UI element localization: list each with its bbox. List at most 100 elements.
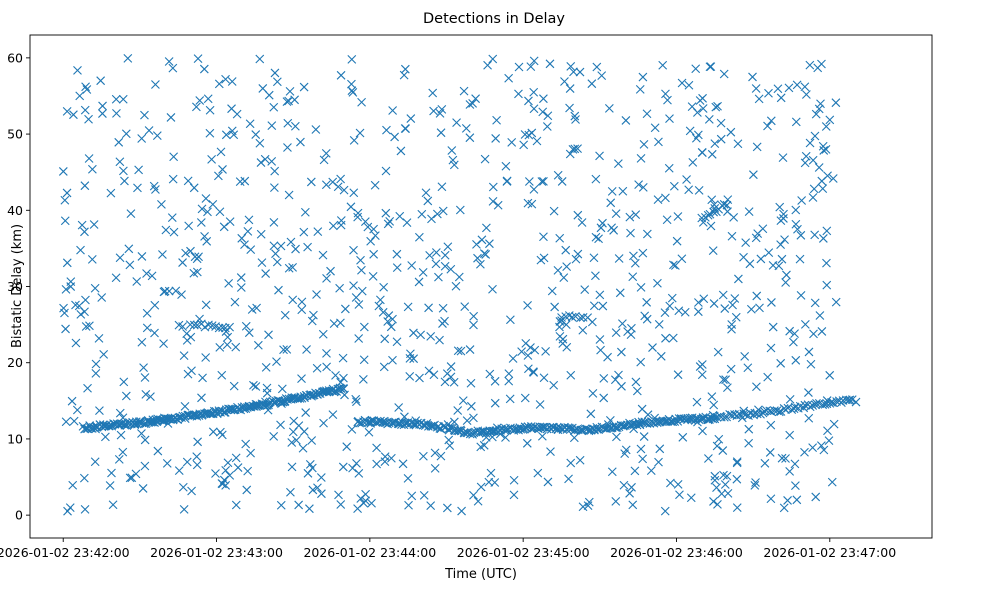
scatter-point: [599, 373, 609, 383]
scatter-point: [380, 334, 390, 344]
scatter-point: [336, 174, 346, 184]
scatter-point: [321, 148, 331, 158]
scatter-point: [535, 400, 545, 409]
scatter-point: [142, 323, 152, 333]
scatter-point: [241, 439, 251, 449]
scatter-point: [313, 227, 323, 237]
scatter-point: [283, 118, 293, 128]
scatter-point: [636, 282, 646, 292]
scatter-point: [538, 107, 548, 117]
scatter-point: [137, 134, 147, 143]
scatter-point: [621, 445, 631, 455]
scatter-point: [426, 331, 436, 341]
scatter-point: [667, 416, 677, 426]
scatter-point: [399, 70, 409, 80]
scatter-point: [359, 322, 369, 332]
scatter-point: [105, 481, 115, 490]
scatter-point: [147, 271, 157, 281]
scatter-point: [691, 64, 701, 74]
scatter-point: [553, 170, 563, 180]
scatter-point: [465, 100, 475, 109]
scatter-point: [349, 245, 358, 255]
scatter-point: [752, 382, 761, 392]
scatter-point: [437, 182, 447, 192]
scatter-point: [283, 143, 292, 152]
scatter-point: [453, 406, 463, 415]
scatter-point: [586, 409, 596, 419]
scatter-point: [322, 387, 332, 397]
scatter-point: [178, 482, 188, 492]
scatter-point: [99, 349, 109, 359]
scatter-point: [707, 392, 717, 402]
scatter-point: [449, 160, 459, 170]
scatter-point: [766, 494, 776, 504]
scatter-point: [618, 186, 628, 196]
scatter-point: [501, 433, 510, 442]
scatter-point: [166, 113, 176, 122]
scatter-point: [607, 467, 617, 477]
scatter-point: [615, 288, 625, 298]
scatter-point: [483, 60, 492, 70]
scatter-point: [479, 249, 489, 258]
scatter-point: [750, 481, 760, 490]
scatter-point: [197, 393, 206, 403]
scatter-point: [575, 455, 585, 465]
scatter-point: [811, 109, 821, 119]
scatter-point: [252, 303, 262, 313]
scatter-point: [591, 271, 600, 281]
scatter-point: [818, 234, 828, 243]
scatter-point: [443, 420, 453, 429]
scatter-point: [182, 335, 192, 345]
scatter-point: [114, 137, 124, 147]
scatter-point: [146, 392, 155, 402]
scatter-point: [354, 334, 364, 343]
x-tick-label: 2026-01-02 23:45:00: [457, 545, 590, 560]
scatter-point: [229, 130, 239, 140]
scatter-point: [331, 371, 340, 380]
scatter-point: [621, 116, 631, 125]
scatter-point: [710, 475, 720, 485]
scatter-point: [781, 278, 791, 287]
scatter-point: [766, 420, 776, 430]
scatter-point: [564, 474, 573, 484]
scatter-point: [336, 500, 346, 509]
scatter-point: [199, 64, 209, 74]
scatter-point: [746, 304, 756, 314]
scatter-point: [215, 342, 225, 352]
scatter-point: [352, 458, 361, 468]
scatter-point: [411, 416, 421, 425]
scatter-point: [119, 377, 129, 387]
scatter-point: [150, 328, 159, 338]
y-tick-label: 50: [7, 127, 23, 142]
scatter-point: [288, 295, 298, 305]
scatter-point: [764, 248, 774, 258]
scatter-point: [424, 366, 434, 376]
scatter-point: [523, 301, 532, 310]
scatter-point: [434, 272, 443, 282]
scatter-point: [825, 115, 835, 125]
scatter-point: [627, 482, 636, 492]
scatter-point: [653, 195, 663, 204]
scatter-point: [453, 426, 462, 436]
scatter-point: [774, 261, 784, 271]
scatter-point: [297, 374, 306, 384]
scatter-point: [307, 463, 317, 473]
scatter-point: [546, 447, 555, 457]
scatter-point: [619, 480, 629, 490]
scatter-point: [395, 211, 405, 221]
scatter-point: [712, 483, 721, 492]
scatter-point: [261, 362, 271, 372]
scatter-point: [719, 412, 729, 422]
scatter-point: [774, 407, 784, 417]
scatter-point: [358, 374, 368, 384]
scatter-point: [845, 395, 855, 405]
scatter-point: [693, 417, 702, 427]
scatter-point: [118, 447, 128, 457]
scatter-point: [124, 244, 134, 254]
scatter-point: [514, 89, 523, 99]
scatter-point: [557, 177, 567, 186]
scatter-point: [388, 106, 398, 115]
scatter-point: [349, 135, 359, 145]
scatter-point: [430, 448, 440, 458]
scatter-point: [662, 215, 672, 225]
